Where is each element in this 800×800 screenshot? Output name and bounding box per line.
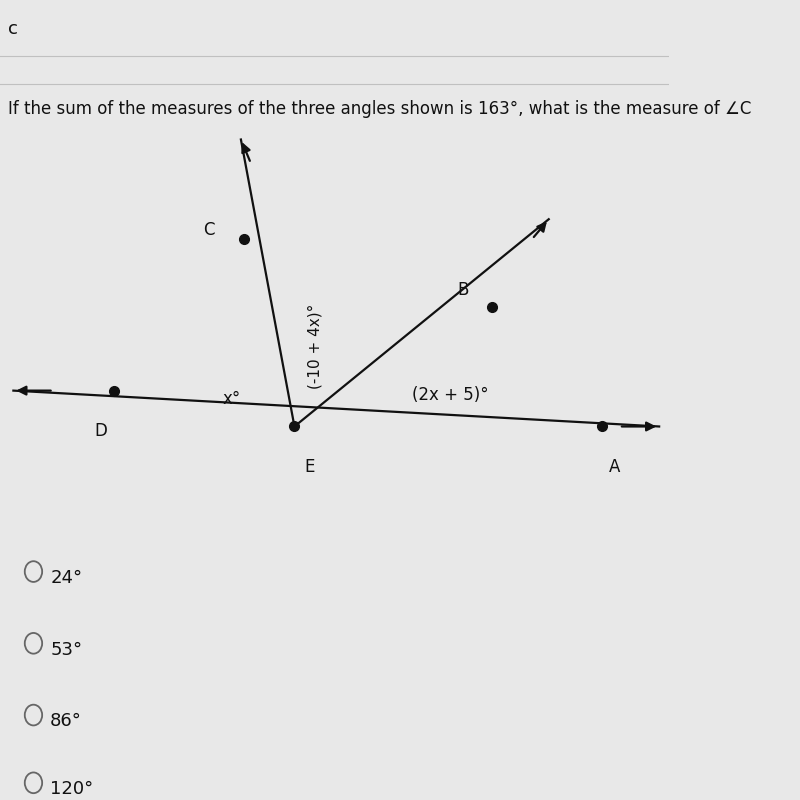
Text: C: C — [202, 221, 214, 239]
Text: E: E — [305, 458, 315, 476]
Text: (2x + 5)°: (2x + 5)° — [411, 386, 488, 403]
Text: x°: x° — [222, 390, 241, 407]
Text: 120°: 120° — [50, 780, 94, 798]
Text: (-10 + 4x)°: (-10 + 4x)° — [307, 304, 322, 390]
Text: 53°: 53° — [50, 641, 82, 658]
Text: A: A — [609, 458, 620, 476]
Text: D: D — [94, 422, 107, 441]
Text: If the sum of the measures of the three angles shown is 163°, what is the measur: If the sum of the measures of the three … — [8, 100, 751, 118]
Text: 86°: 86° — [50, 713, 82, 730]
Text: c: c — [8, 20, 18, 38]
Text: 24°: 24° — [50, 569, 82, 587]
Text: B: B — [457, 281, 469, 299]
